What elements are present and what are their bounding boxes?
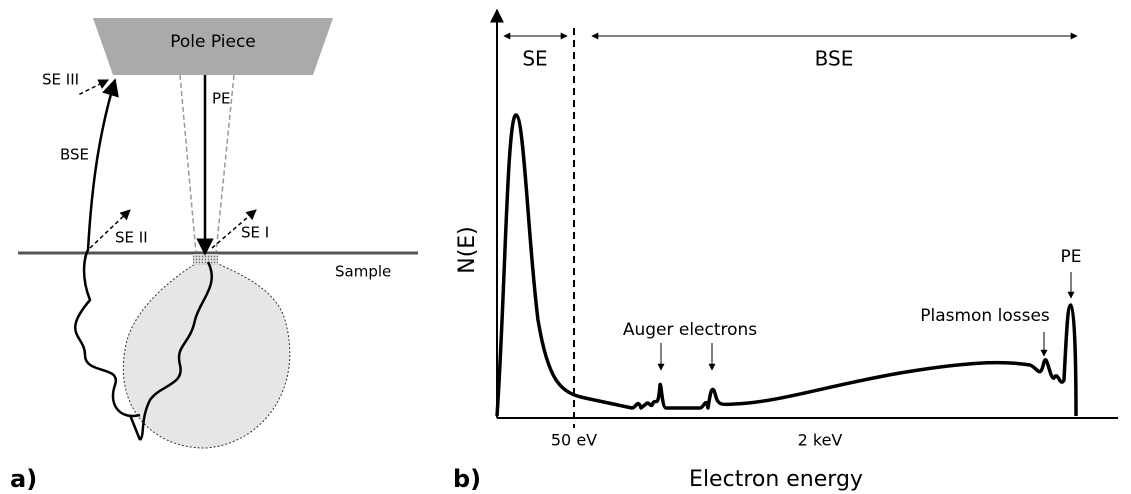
bse-label: BSE (815, 47, 854, 71)
panel-a: Pole Piece SE III BSE SE II SE I PE Samp… (10, 18, 418, 493)
pole-piece-label: Pole Piece (170, 32, 256, 52)
bse-label: BSE (60, 146, 89, 164)
se-label: SE (522, 47, 547, 71)
se2-arrow (89, 209, 131, 249)
auger-label: Auger electrons (623, 320, 757, 340)
se3-label: SE III (42, 71, 79, 89)
pe-label: PE (212, 90, 231, 108)
x-tick-label: 2 keV (798, 431, 843, 450)
sample-label: Sample (335, 263, 391, 281)
interaction-volume (122, 257, 291, 449)
plasmon-label: Plasmon losses (920, 306, 1050, 326)
entry-spot (193, 254, 218, 265)
pole-piece (93, 18, 333, 75)
x-axis-title: Electron energy (689, 467, 863, 492)
se1-label: SE I (241, 224, 269, 242)
beam-cone (215, 74, 235, 254)
bse-path (128, 414, 142, 441)
se1-arrow (211, 209, 257, 249)
beam-cone (179, 74, 197, 254)
se2-label: SE II (115, 229, 148, 247)
spectrum-curve (495, 113, 1078, 417)
se3-arrow (77, 79, 109, 96)
panel-label: a) (10, 465, 37, 493)
panel-label: b) (453, 465, 481, 493)
panel-b: SE BSE Auger electrons Plasmon losses PE… (453, 8, 1118, 493)
x-tick-label: 50 eV (551, 431, 597, 450)
pe-label: PE (1061, 247, 1082, 267)
y-axis-title: N(E) (455, 226, 480, 274)
electron-path (138, 261, 214, 441)
bse-path (74, 78, 141, 418)
